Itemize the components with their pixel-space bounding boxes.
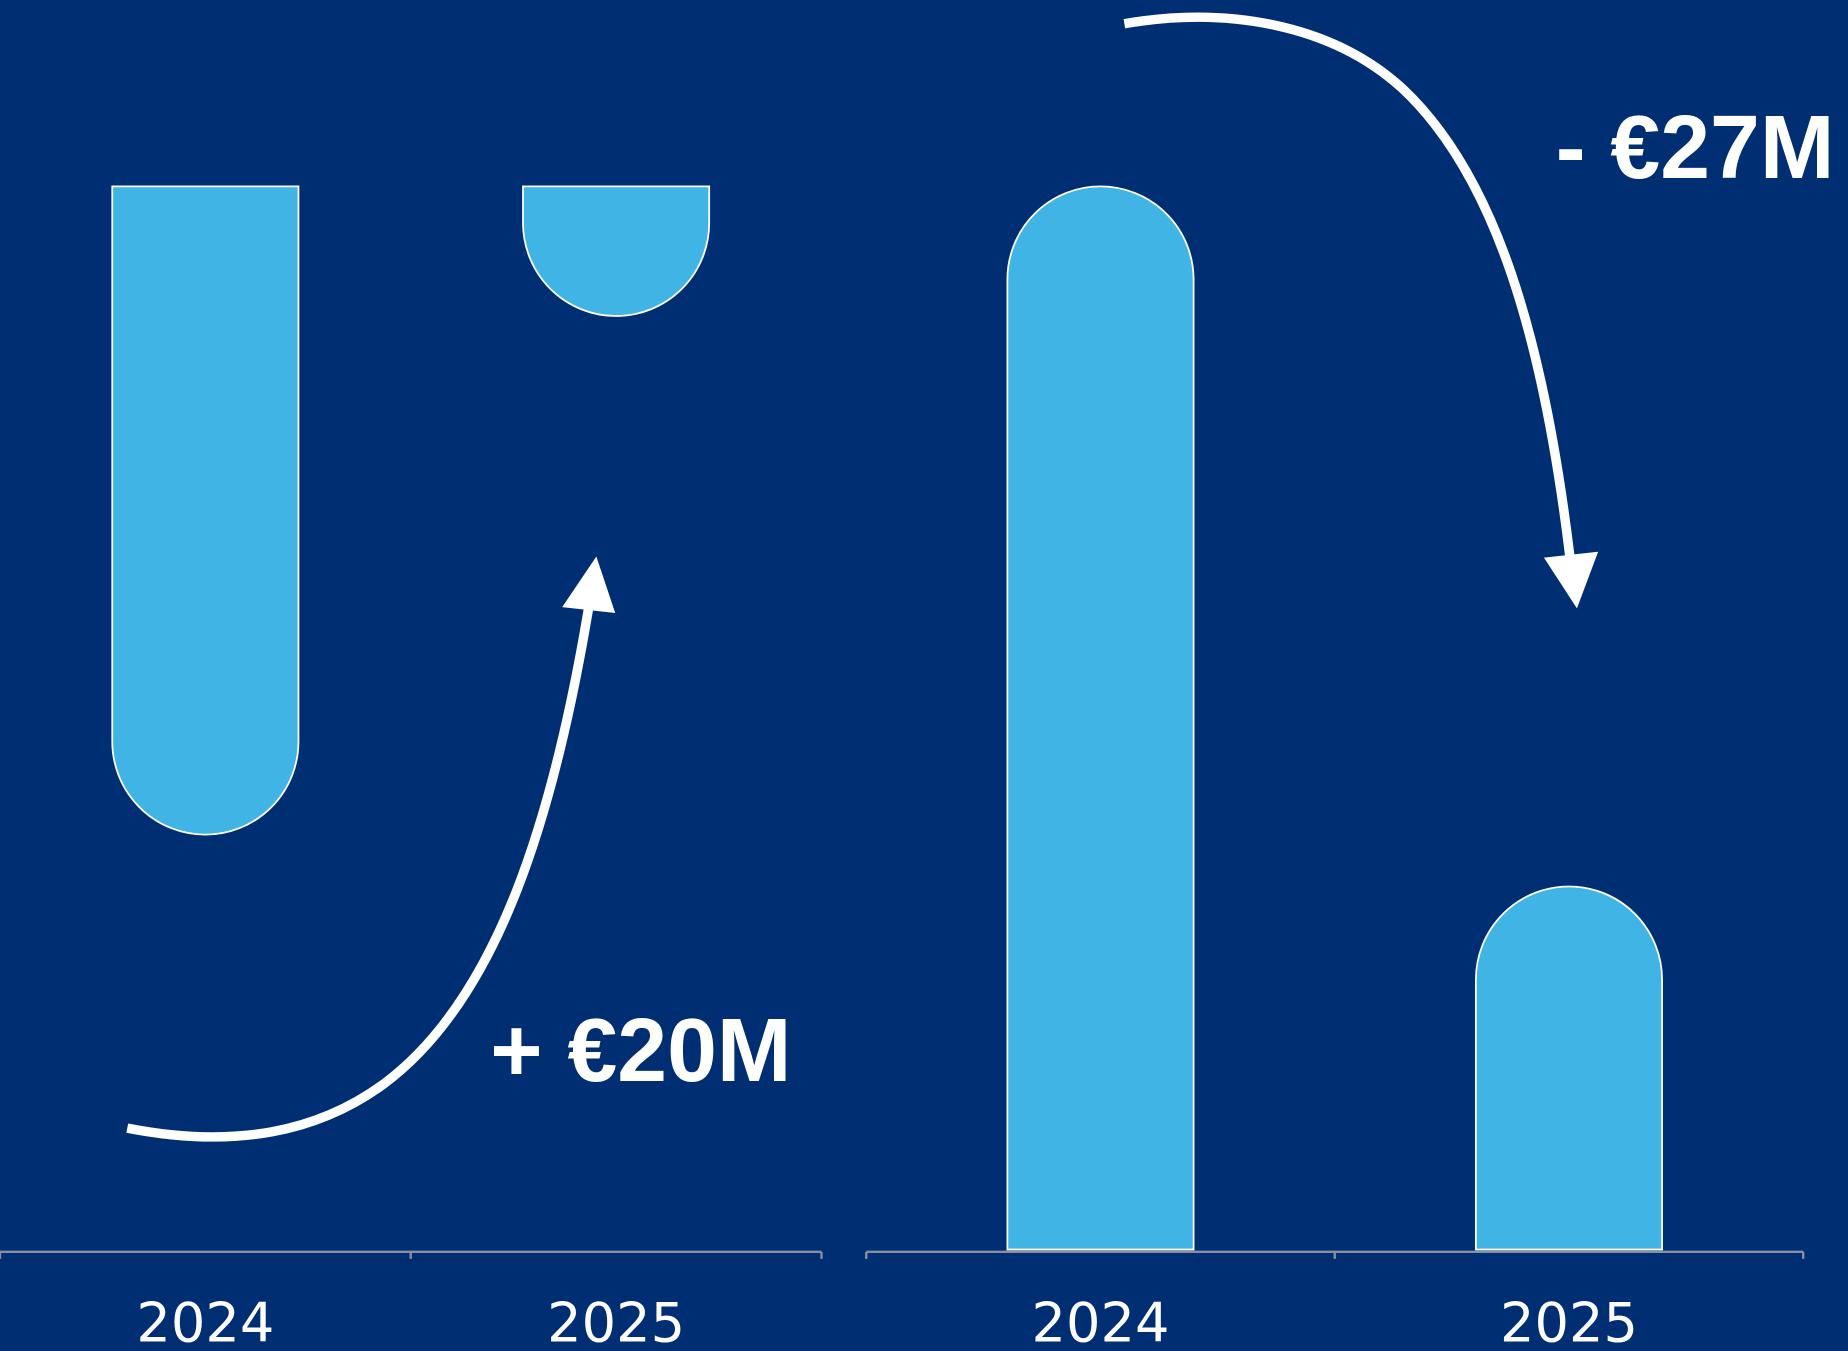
x-tick-label: 2025 — [547, 1291, 685, 1351]
x-tick-label: 2024 — [1032, 1291, 1170, 1351]
x-tick-label: 2024 — [136, 1291, 274, 1351]
arrow-down — [1123, 12, 1575, 558]
bar — [1006, 185, 1195, 1251]
x-tick-label: 2025 — [1500, 1291, 1638, 1351]
bar — [522, 185, 711, 317]
bar — [1474, 885, 1663, 1251]
annotation: + €20M — [490, 1000, 791, 1100]
arrow-head — [562, 556, 616, 614]
annotation: - €27M — [1556, 97, 1835, 197]
arrow-up — [126, 588, 597, 1142]
arrow-head — [1543, 551, 1599, 609]
bar — [111, 185, 300, 836]
